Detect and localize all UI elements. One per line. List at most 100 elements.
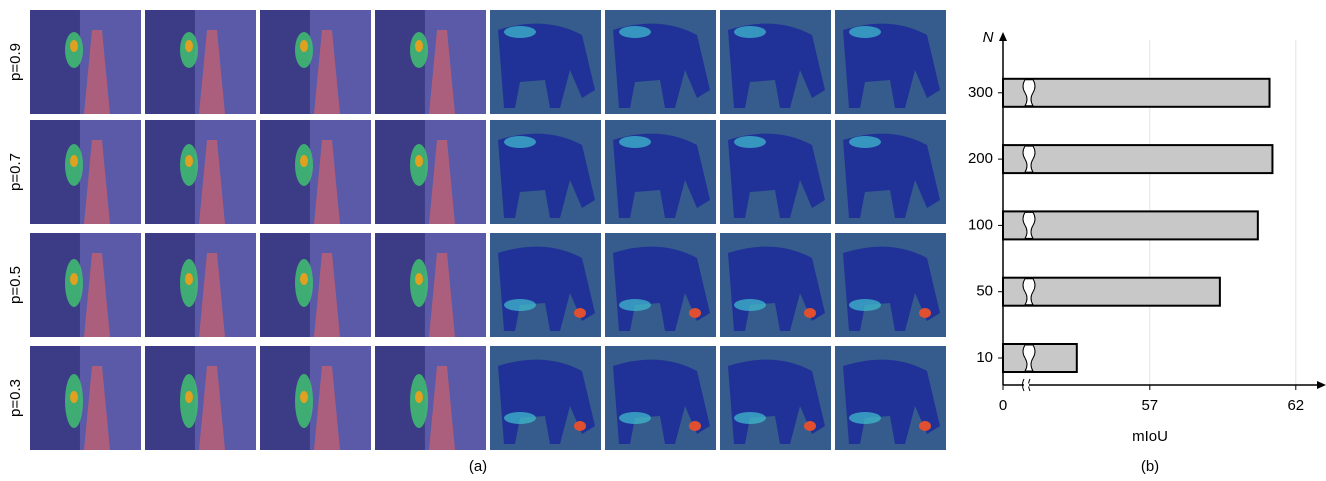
- row-label: p=0.5: [7, 266, 24, 304]
- hot-core: [689, 308, 701, 318]
- hot-core: [185, 273, 193, 285]
- hot-core: [415, 391, 423, 403]
- hot-core: [919, 308, 931, 318]
- bar-break: [1022, 344, 1036, 372]
- hot-core: [919, 421, 931, 431]
- heatmap-tile: [720, 120, 831, 224]
- heatmap-tile: [605, 233, 716, 337]
- heatmap-tile: [375, 233, 486, 337]
- bar: [1002, 210, 1259, 241]
- bar: [1002, 77, 1271, 108]
- cone: [429, 140, 455, 224]
- heatmap-tile: [260, 233, 371, 337]
- heatmap-tile: [30, 346, 141, 450]
- x-tick-label: 0: [999, 397, 1007, 414]
- heatmap-tile: [835, 120, 946, 224]
- hot-core: [300, 391, 308, 403]
- hot-core: [185, 391, 193, 403]
- cow: [613, 246, 710, 331]
- axis-break-gap: [1024, 383, 1029, 387]
- hot-core: [185, 155, 193, 167]
- row-label: p=0.3: [7, 379, 24, 417]
- hot-blob: [504, 299, 536, 311]
- heatmap-tile: [835, 346, 946, 450]
- heatmap-tile: [260, 120, 371, 224]
- heatmap-tile: [490, 233, 601, 337]
- cow: [728, 246, 825, 331]
- hot-core: [415, 273, 423, 285]
- heatmap-tile: [375, 346, 486, 450]
- cone: [84, 30, 110, 114]
- cow: [843, 246, 940, 331]
- cone: [199, 30, 225, 114]
- cone: [314, 366, 340, 450]
- bar-break: [1022, 79, 1036, 107]
- cow: [498, 246, 595, 331]
- y-tick-label: 200: [968, 150, 993, 167]
- hot-core: [415, 155, 423, 167]
- heatmap-tile: [145, 346, 256, 450]
- cone: [84, 366, 110, 450]
- cow: [613, 23, 710, 109]
- heatmap-tile: [145, 120, 256, 224]
- x-arrow: [1317, 381, 1326, 389]
- y-tick-label: 300: [968, 84, 993, 101]
- hot-blob: [734, 299, 766, 311]
- x-axis-label: mIoU: [1132, 428, 1168, 445]
- hot-blob: [504, 26, 536, 38]
- heatmap-tile: [260, 10, 371, 114]
- hot-core: [70, 40, 78, 52]
- cow: [843, 23, 940, 109]
- cone: [314, 30, 340, 114]
- heatmap-tile: [30, 10, 141, 114]
- x-tick-label: 62: [1287, 397, 1304, 414]
- y-arrow: [999, 32, 1007, 41]
- hot-blob: [504, 412, 536, 424]
- heatmap-tile: [145, 10, 256, 114]
- hot-blob: [734, 412, 766, 424]
- hot-blob: [849, 26, 881, 38]
- heatmap-tile: [30, 120, 141, 224]
- hot-core: [70, 155, 78, 167]
- hot-core: [70, 391, 78, 403]
- hot-core: [574, 421, 586, 431]
- hot-core: [300, 40, 308, 52]
- heatmap-tile: [375, 120, 486, 224]
- heatmap-tile: [835, 233, 946, 337]
- y-tick-label: 10: [976, 349, 993, 366]
- hot-core: [804, 308, 816, 318]
- cow: [613, 133, 710, 218]
- hot-blob: [734, 26, 766, 38]
- hot-blob: [619, 299, 651, 311]
- cow: [728, 359, 825, 444]
- heatmap-tile: [835, 10, 946, 114]
- cow: [498, 359, 595, 444]
- hot-core: [574, 308, 586, 318]
- cow: [728, 133, 825, 218]
- cone: [429, 253, 455, 337]
- cow: [728, 23, 825, 109]
- cone: [429, 30, 455, 114]
- cow: [843, 133, 940, 218]
- cone: [314, 253, 340, 337]
- cone: [429, 366, 455, 450]
- heatmap-tile: [720, 233, 831, 337]
- hot-blob: [619, 136, 651, 148]
- heatmap-tile: [605, 10, 716, 114]
- bar: [1002, 144, 1274, 175]
- cow: [498, 23, 595, 109]
- y-tick-label: 50: [976, 283, 993, 300]
- caption-b: (b): [1141, 458, 1159, 475]
- cone: [199, 140, 225, 224]
- heatmap-tile: [145, 233, 256, 337]
- hot-blob: [849, 299, 881, 311]
- bar-break: [1022, 278, 1036, 306]
- hot-blob: [504, 136, 536, 148]
- bar: [1002, 343, 1078, 373]
- heatmap-tile: [260, 346, 371, 450]
- hot-blob: [849, 136, 881, 148]
- hot-core: [415, 40, 423, 52]
- cow: [498, 133, 595, 218]
